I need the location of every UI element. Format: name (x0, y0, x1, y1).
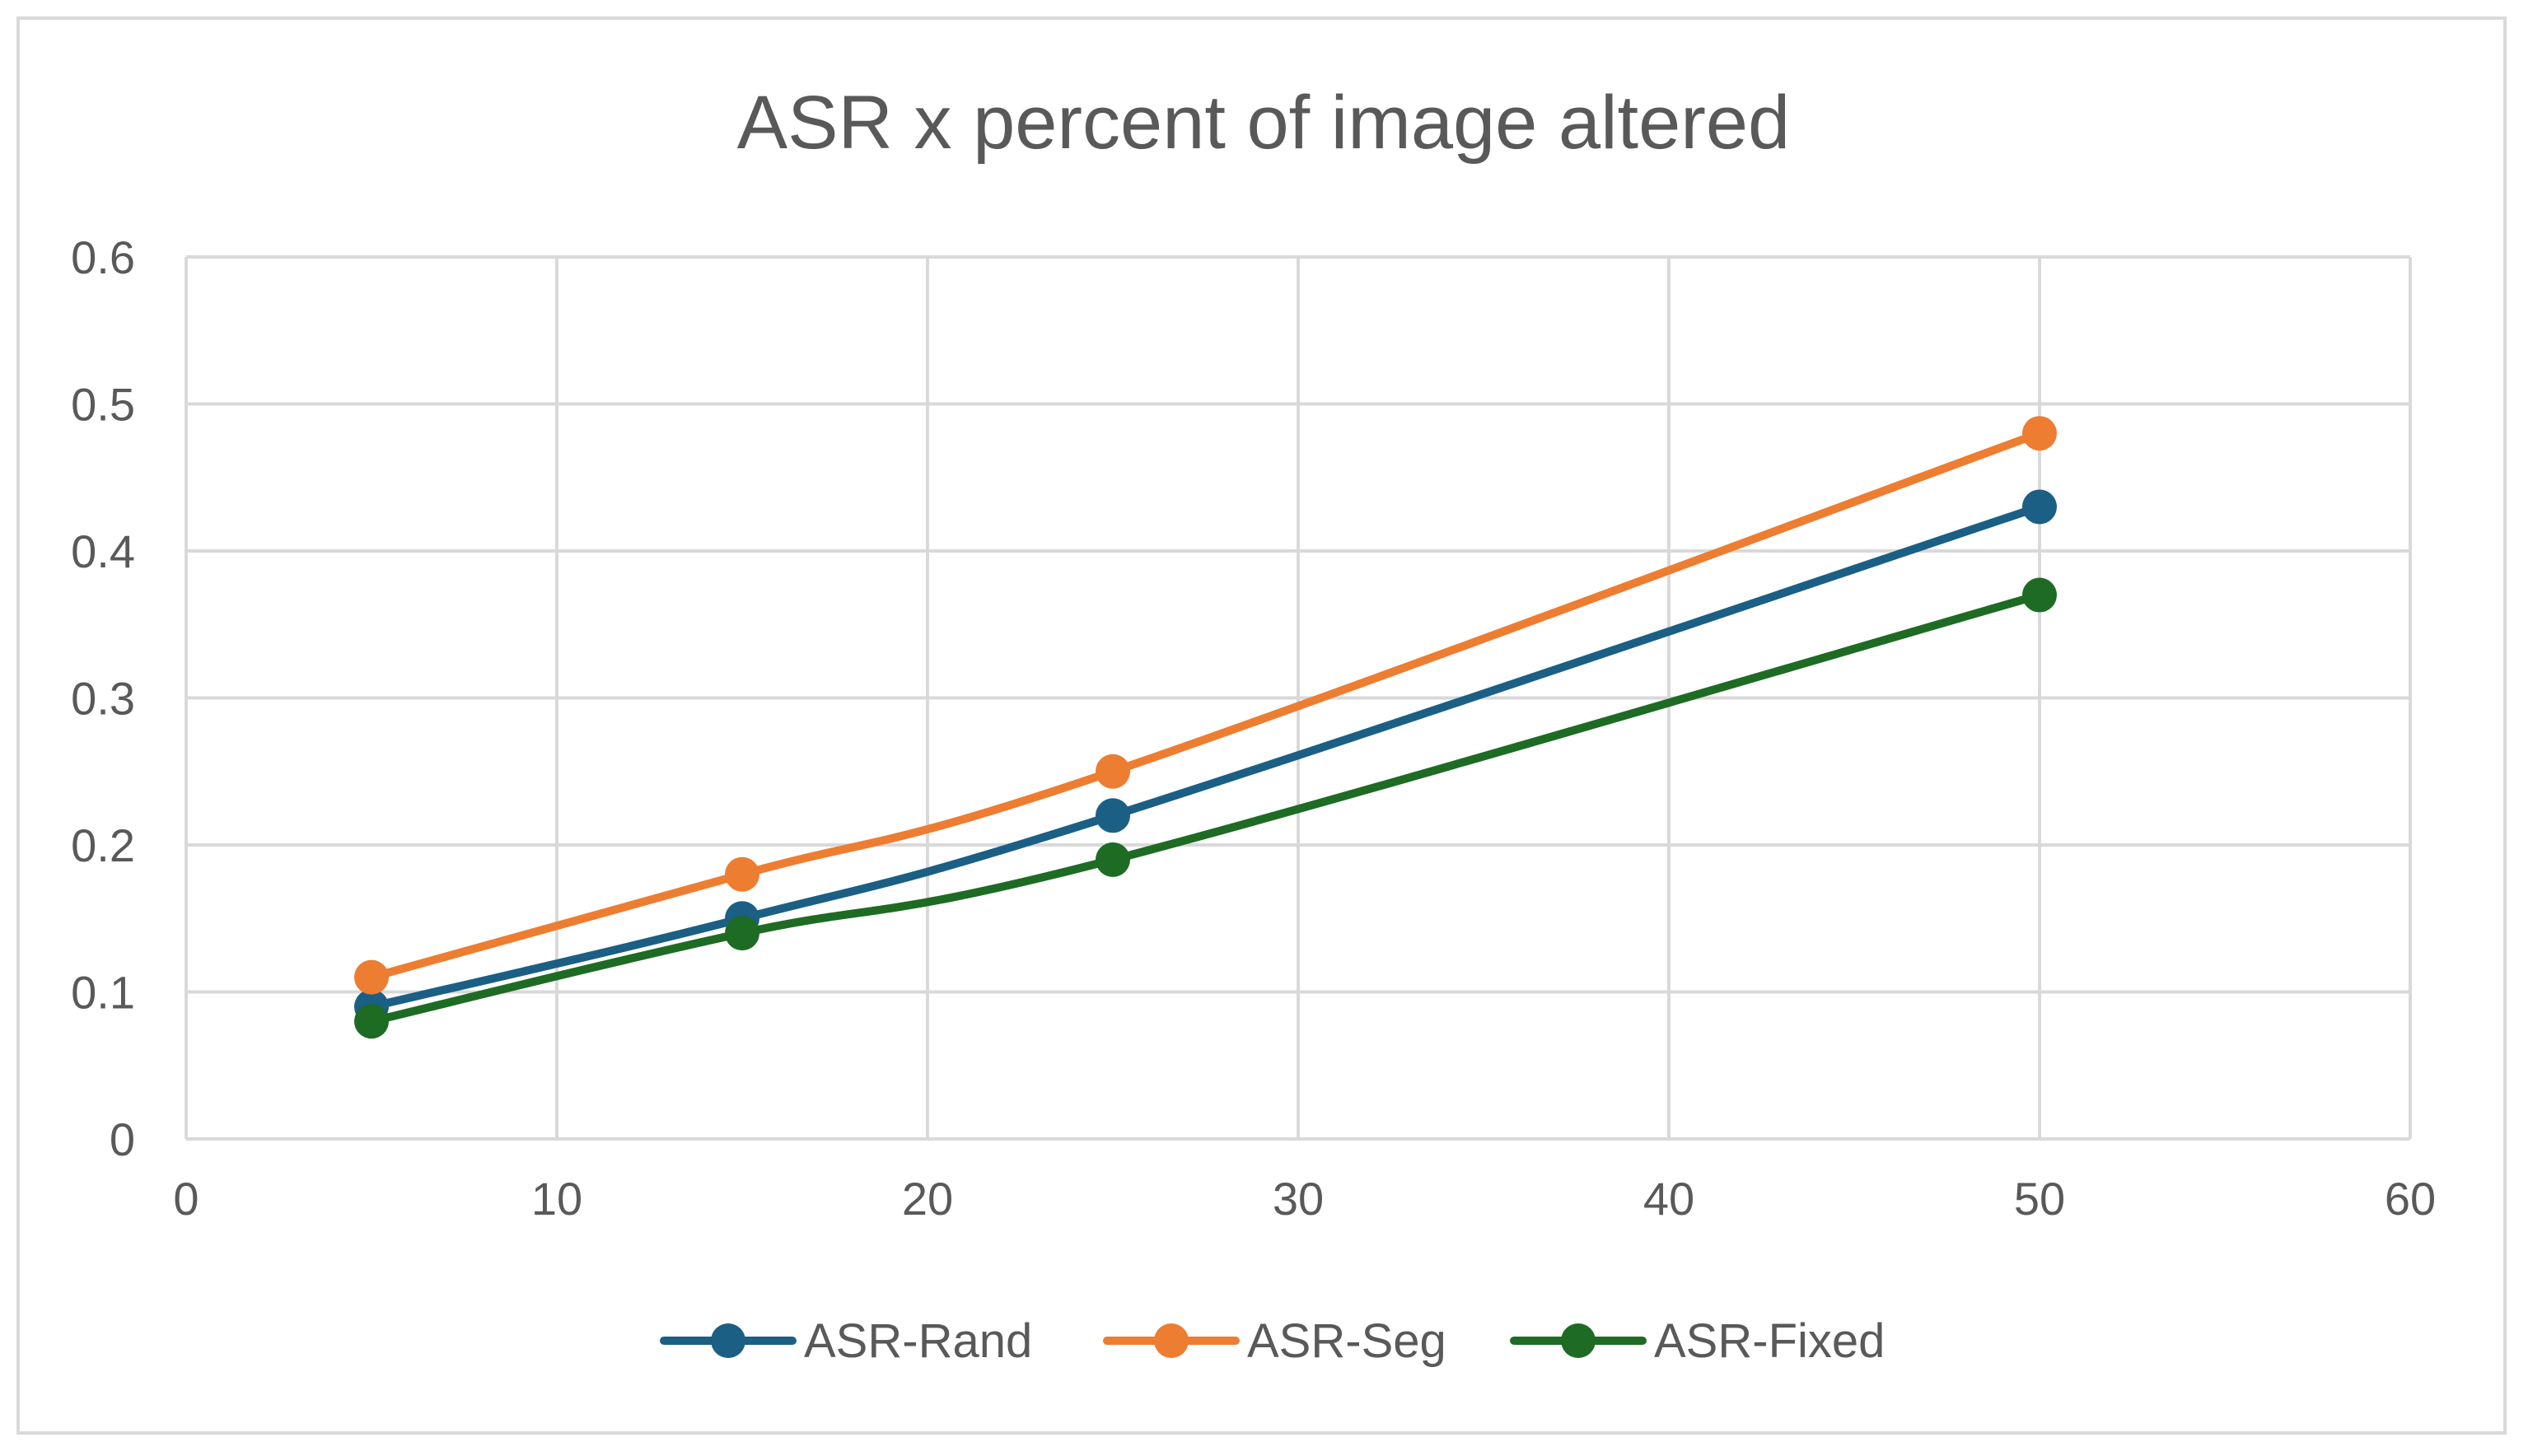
data-point-asr-fixed (725, 916, 759, 951)
x-tick-label: 10 (531, 1173, 582, 1225)
gridlines (185, 255, 2412, 1141)
y-tick-label: 0.1 (71, 967, 135, 1019)
legend-label: ASR-Fixed (1654, 1314, 1885, 1368)
data-point-asr-fixed (354, 1004, 389, 1039)
data-point-asr-seg (725, 856, 759, 892)
data-point-asr-rand (2022, 489, 2057, 525)
chart-title: ASR x percent of image altered (737, 81, 1790, 165)
chart-frame (16, 16, 2507, 1435)
y-tick-label: 0.6 (71, 231, 135, 283)
y-tick-label: 0.5 (71, 379, 135, 431)
y-tick-label: 0.3 (71, 673, 135, 725)
x-tick-label: 0 (173, 1173, 199, 1225)
x-tick-label: 30 (1273, 1173, 1324, 1225)
series-line-asr-seg (367, 429, 2044, 982)
x-tick-label: 60 (2385, 1173, 2436, 1225)
legend-label: ASR-Rand (804, 1314, 1032, 1368)
series-line-asr-fixed (367, 590, 2044, 1026)
legend-swatch-marker (1561, 1323, 1596, 1358)
legend-swatch-marker (1154, 1323, 1189, 1358)
y-tick-label: 0.4 (71, 525, 135, 577)
series-line-asr-rand (367, 502, 2044, 1011)
data-point-asr-fixed (2022, 577, 2057, 613)
plot-series (354, 416, 2057, 1039)
data-point-asr-seg (2022, 416, 2057, 451)
data-point-asr-fixed (1096, 842, 1130, 877)
y-tick-label: 0 (110, 1113, 135, 1165)
data-point-asr-seg (354, 959, 389, 995)
axes: 0 0.1 0.2 0.3 0.4 0.5 0.6 0 10 20 30 40 50 60 (71, 231, 2436, 1225)
x-tick-label: 20 (902, 1173, 953, 1225)
legend-swatch-marker (711, 1323, 745, 1358)
y-tick-label: 0.2 (71, 819, 135, 871)
legend-label: ASR-Seg (1247, 1314, 1446, 1368)
x-tick-label: 50 (2014, 1173, 2065, 1225)
data-point-asr-seg (1096, 754, 1130, 789)
legend: ASR-Rand ASR-Seg ASR-Fixed (660, 1314, 1885, 1368)
x-tick-label: 40 (1643, 1173, 1694, 1225)
data-point-asr-rand (1096, 798, 1130, 833)
